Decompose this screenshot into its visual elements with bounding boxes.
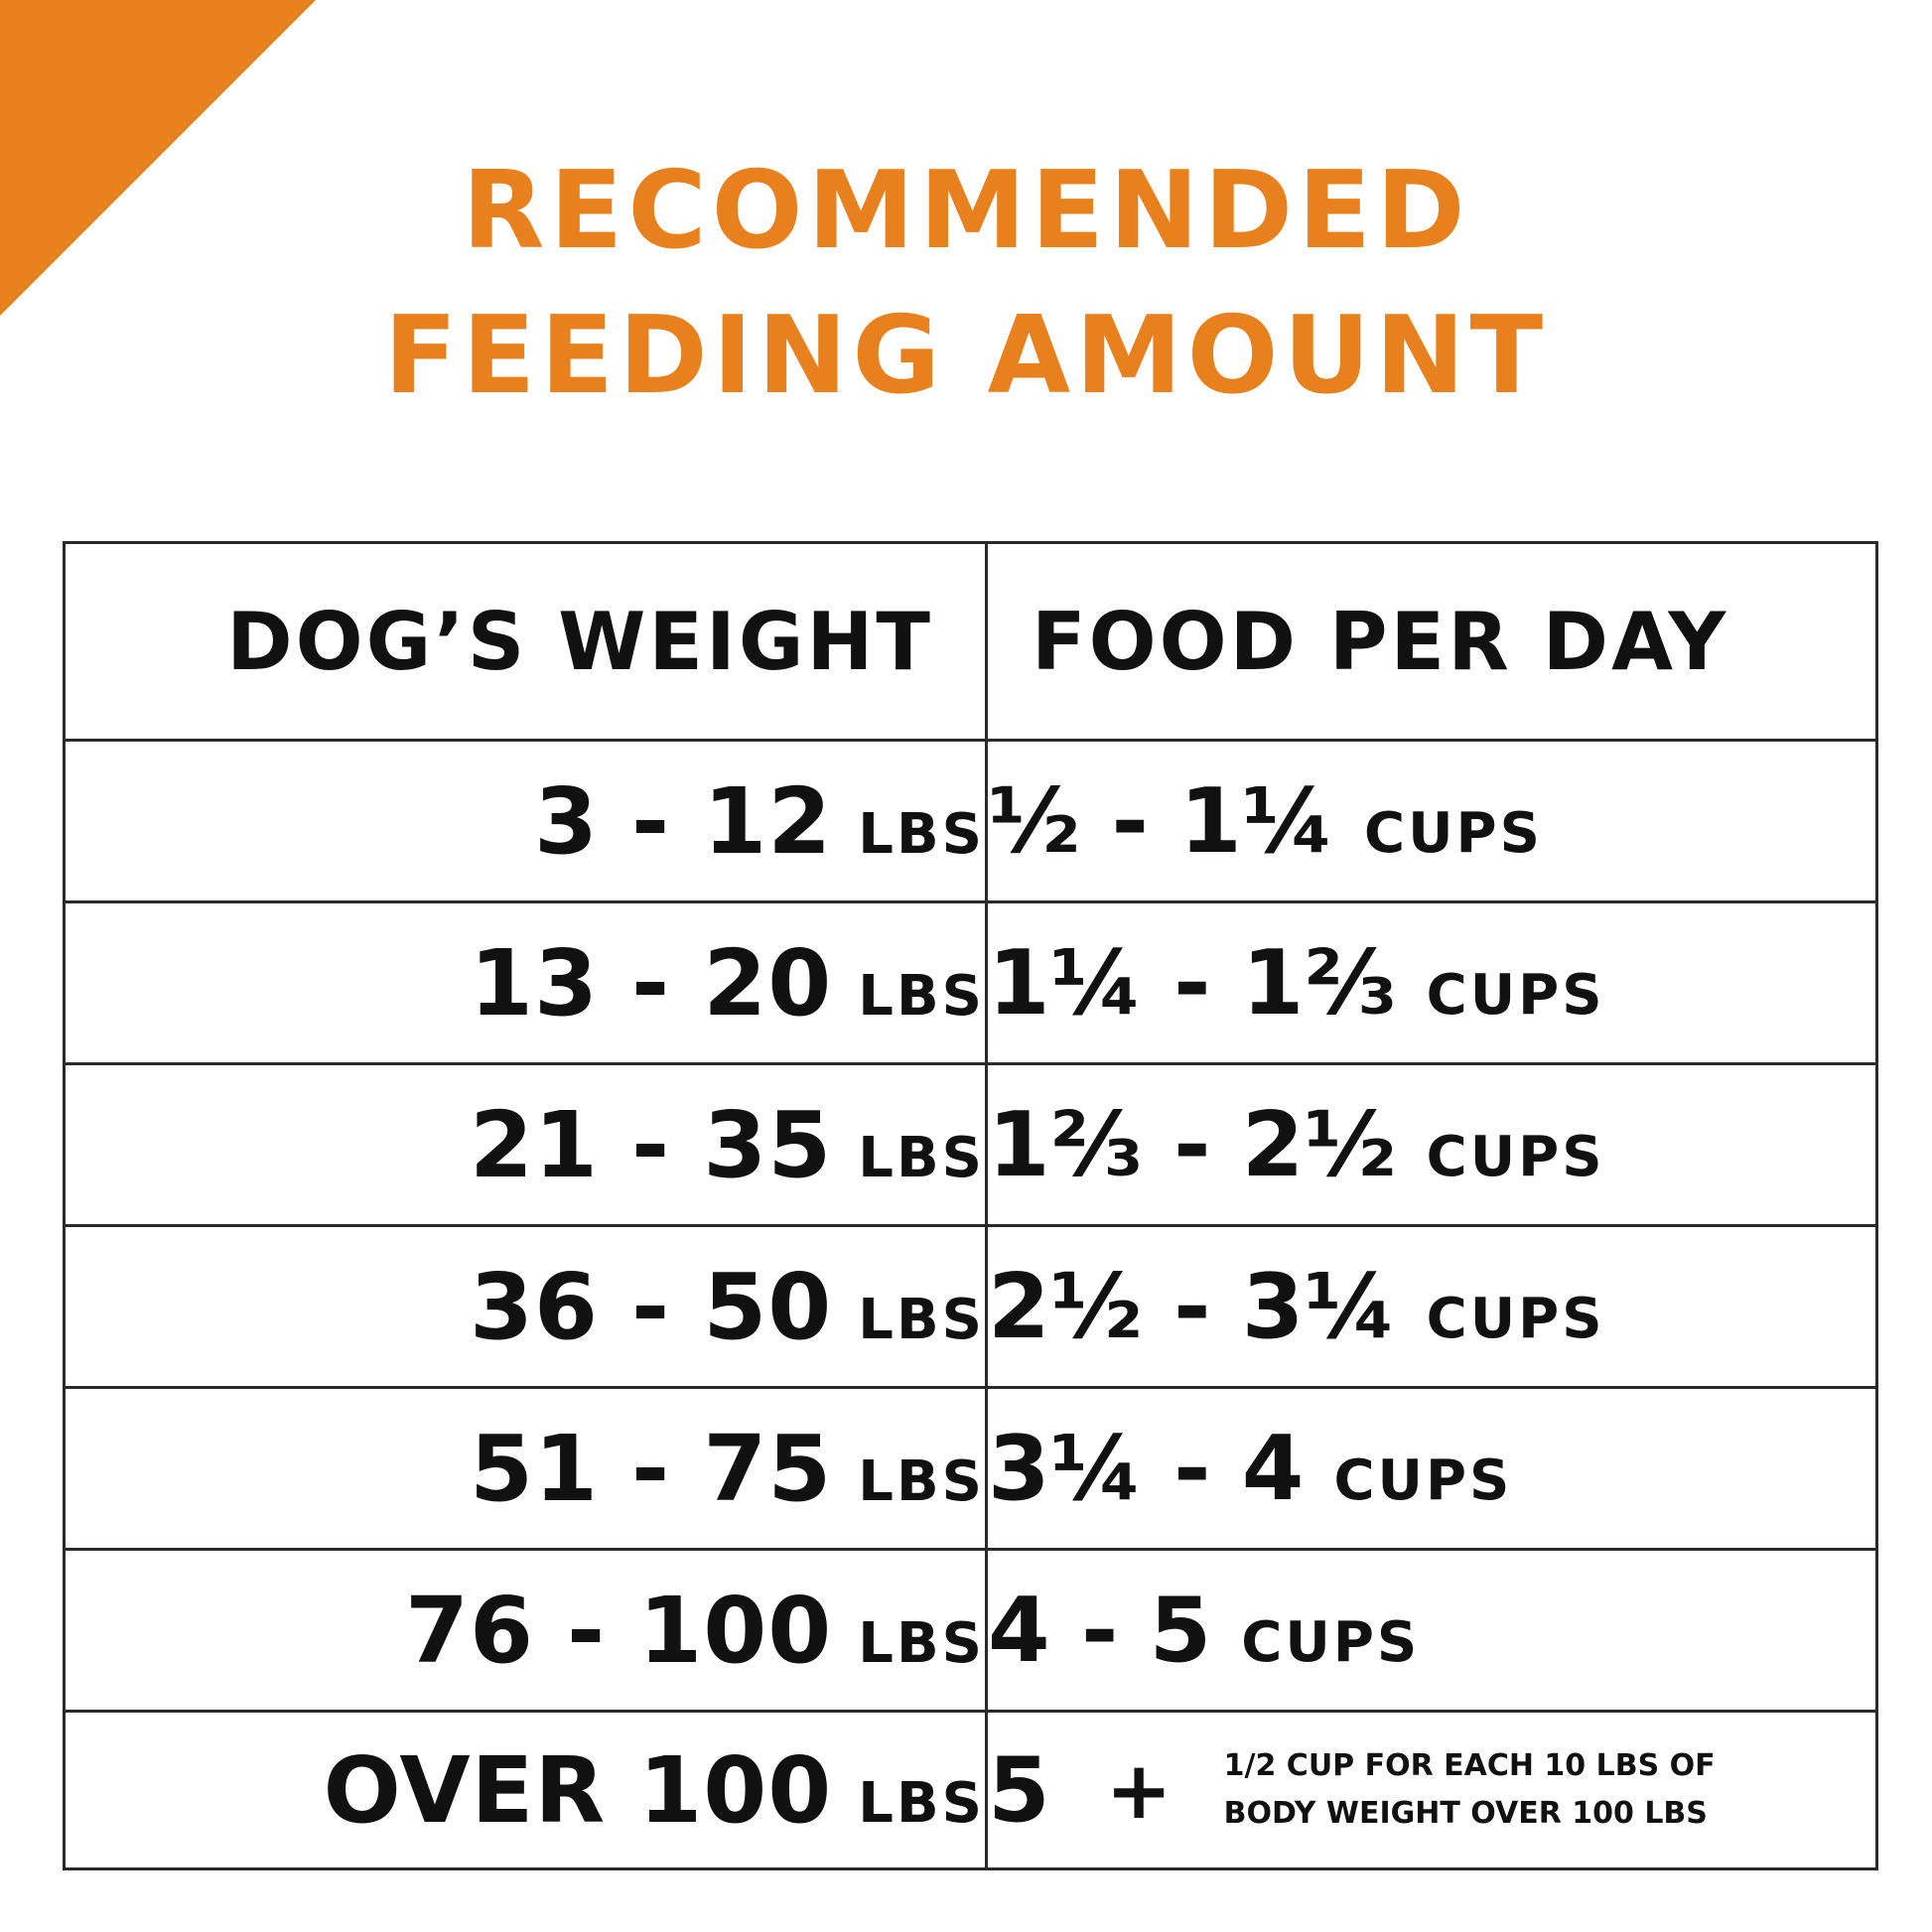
food-cell: ½ - 1¼ CUPS	[985, 739, 1878, 903]
weight-unit: LBS	[858, 1449, 985, 1514]
header-food-per-day: FOOD PER DAY	[985, 541, 1878, 742]
weight-unit: LBS	[858, 801, 985, 867]
food-amount: 1¼ - 1⅔	[988, 930, 1397, 1035]
weight-unit: LBS	[858, 1287, 985, 1352]
weight-cell: 36 - 50 LBS	[63, 1224, 988, 1389]
food-cell: 5 + 1/2 CUP FOR EACH 10 LBS OF BODY WEIG…	[985, 1710, 1878, 1870]
food-unit: CUPS	[1241, 1609, 1421, 1675]
food-unit: CUPS	[1363, 800, 1543, 866]
weight-cell: 21 - 35 LBS	[63, 1062, 988, 1227]
food-unit: CUPS	[1426, 1124, 1605, 1189]
food-amount: 3¼ - 4	[988, 1416, 1305, 1521]
food-unit: CUPS	[1426, 1286, 1605, 1351]
food-amount: ½ - 1¼	[988, 768, 1334, 874]
food-cell: 1¼ - 1⅔ CUPS	[985, 900, 1878, 1065]
food-base-amount: 5	[988, 1737, 1050, 1843]
title-line-2: FEEDING AMOUNT	[383, 294, 1549, 418]
extra-food-note: 1/2 CUP FOR EACH 10 LBS OF BODY WEIGHT O…	[1224, 1742, 1716, 1838]
table-row: 36 - 50 LBS 2½ - 3¼ CUPS	[63, 1224, 1878, 1389]
food-amount: 1⅔ - 2½	[988, 1092, 1397, 1197]
weight-range: 21 - 35	[470, 1091, 833, 1198]
weight-range: 36 - 50	[470, 1253, 833, 1360]
food-cell: 4 - 5 CUPS	[985, 1548, 1878, 1713]
plus-sign: +	[1105, 1743, 1173, 1837]
food-amount: 2½ - 3¼	[988, 1254, 1397, 1359]
weight-cell: 76 - 100 LBS	[63, 1548, 988, 1713]
food-cell: 2½ - 3¼ CUPS	[985, 1224, 1878, 1389]
food-amount: 4 - 5	[988, 1578, 1212, 1683]
table-row: 3 - 12 LBS ½ - 1¼ CUPS	[63, 739, 1878, 903]
weight-cell: 51 - 75 LBS	[63, 1386, 988, 1551]
weight-range: 76 - 100	[404, 1577, 833, 1684]
page-title: RECOMMENDED FEEDING AMOUNT	[0, 139, 1932, 429]
table-row: 13 - 20 LBS 1¼ - 1⅔ CUPS	[63, 900, 1878, 1065]
food-cell: 3¼ - 4 CUPS	[985, 1386, 1878, 1551]
food-cell: 1⅔ - 2½ CUPS	[985, 1062, 1878, 1227]
weight-range: 3 - 12	[534, 767, 833, 875]
table-row: 76 - 100 LBS 4 - 5 CUPS	[63, 1548, 1878, 1713]
weight-range: OVER 100	[323, 1736, 833, 1844]
table-row: 21 - 35 LBS 1⅔ - 2½ CUPS	[63, 1062, 1878, 1227]
orange-corner-triangle	[0, 0, 316, 316]
weight-unit: LBS	[858, 1125, 985, 1190]
weight-unit: LBS	[858, 963, 985, 1029]
weight-cell: 3 - 12 LBS	[63, 739, 988, 903]
weight-unit: LBS	[858, 1770, 985, 1836]
weight-unit: LBS	[858, 1610, 985, 1676]
note-line-1: 1/2 CUP FOR EACH 10 LBS OF	[1223, 1748, 1716, 1783]
title-line-1: RECOMMENDED	[462, 149, 1470, 273]
table-row-over-100: OVER 100 LBS 5 + 1/2 CUP FOR EACH 10 LBS …	[63, 1710, 1878, 1870]
weight-range: 51 - 75	[470, 1415, 833, 1522]
note-line-2: BODY WEIGHT OVER 100 LBS	[1223, 1796, 1708, 1831]
food-unit: CUPS	[1426, 962, 1605, 1028]
weight-cell: OVER 100 LBS	[63, 1710, 988, 1870]
header-dogs-weight: DOG’S WEIGHT	[63, 541, 988, 742]
food-unit: CUPS	[1333, 1448, 1513, 1513]
table-header-row: DOG’S WEIGHT FOOD PER DAY	[63, 541, 1878, 742]
weight-range: 13 - 20	[470, 929, 833, 1036]
feeding-table: DOG’S WEIGHT FOOD PER DAY 3 - 12 LBS ½ - …	[63, 541, 1878, 1870]
table-row: 51 - 75 LBS 3¼ - 4 CUPS	[63, 1386, 1878, 1551]
weight-cell: 13 - 20 LBS	[63, 900, 988, 1065]
food-formula: 5 + 1/2 CUP FOR EACH 10 LBS OF BODY WEIG…	[988, 1737, 1874, 1843]
